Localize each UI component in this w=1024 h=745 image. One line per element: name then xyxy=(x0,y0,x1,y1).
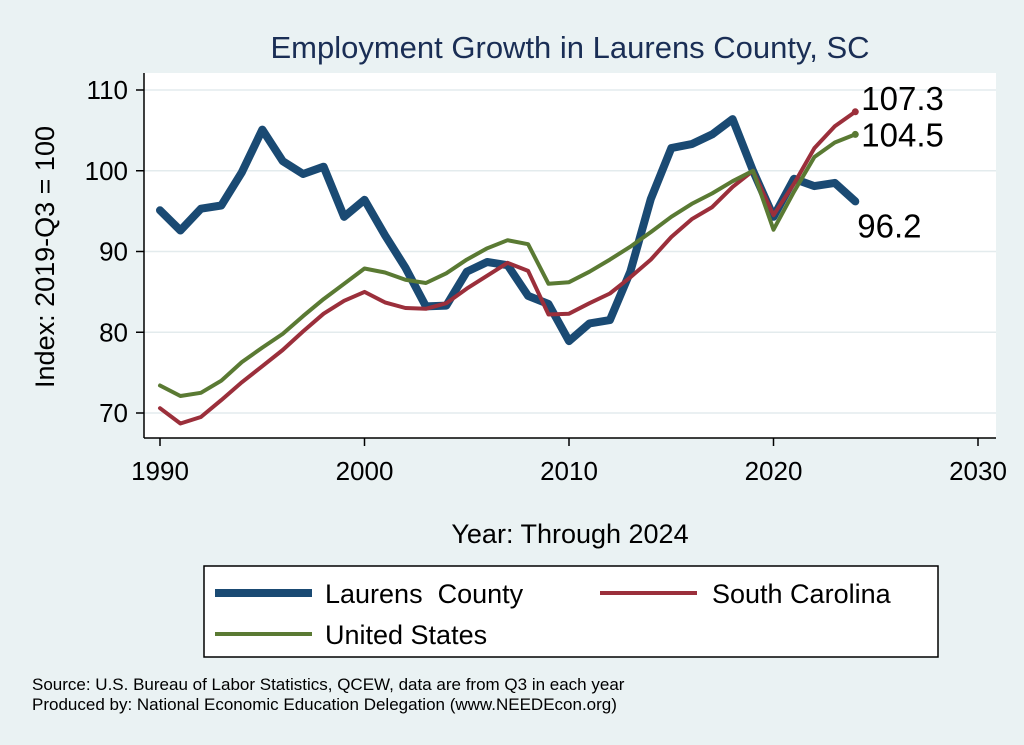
x-tick-label-2030: 2030 xyxy=(949,456,1007,486)
series-endpoint-laurens-county xyxy=(851,197,859,205)
series-line-united-states xyxy=(158,132,858,398)
x-tick-label-1990: 1990 xyxy=(131,456,189,486)
series-line-laurens-county xyxy=(156,115,860,346)
series-endpoint-south-carolina xyxy=(851,108,859,116)
produced-by-note: Produced by: National Economic Education… xyxy=(32,695,617,714)
end-label-united-states: 104.5 xyxy=(861,116,944,153)
x-tick-label-2010: 2010 xyxy=(540,456,598,486)
end-label-laurens-county: 96.2 xyxy=(857,207,921,244)
legend-label-laurens: Laurens County xyxy=(325,579,524,609)
y-tick-label-70: 70 xyxy=(99,398,128,428)
legend: Laurens County South Carolina United Sta… xyxy=(203,565,939,658)
x-tick-label-2020: 2020 xyxy=(745,456,803,486)
source-note: Source: U.S. Bureau of Labor Statistics,… xyxy=(32,675,625,694)
end-label-south-carolina: 107.3 xyxy=(861,80,944,117)
y-tick-label-90: 90 xyxy=(99,237,128,267)
chart-title: Employment Growth in Laurens County, SC xyxy=(270,30,869,65)
legend-box xyxy=(203,565,939,658)
series-lines xyxy=(156,108,860,426)
legend-label-united-states: United States xyxy=(325,620,487,650)
y-tick-label-100: 100 xyxy=(85,156,128,186)
y-tick-label-80: 80 xyxy=(99,317,128,347)
series-endpoint-united-states xyxy=(851,130,859,138)
x-axis-title: Year: Through 2024 xyxy=(451,519,688,549)
legend-label-south-carolina: South Carolina xyxy=(712,579,892,609)
series-line-south-carolina xyxy=(158,109,858,426)
y-axis-title: Index: 2019-Q3 = 100 xyxy=(30,126,60,388)
x-tick-label-2000: 2000 xyxy=(336,456,394,486)
y-tick-label-110: 110 xyxy=(87,75,128,105)
x-axis-ticks: 1990 2000 2010 2020 2030 xyxy=(131,438,1007,486)
y-axis-ticks: 70 80 90 100 110 xyxy=(85,75,144,428)
